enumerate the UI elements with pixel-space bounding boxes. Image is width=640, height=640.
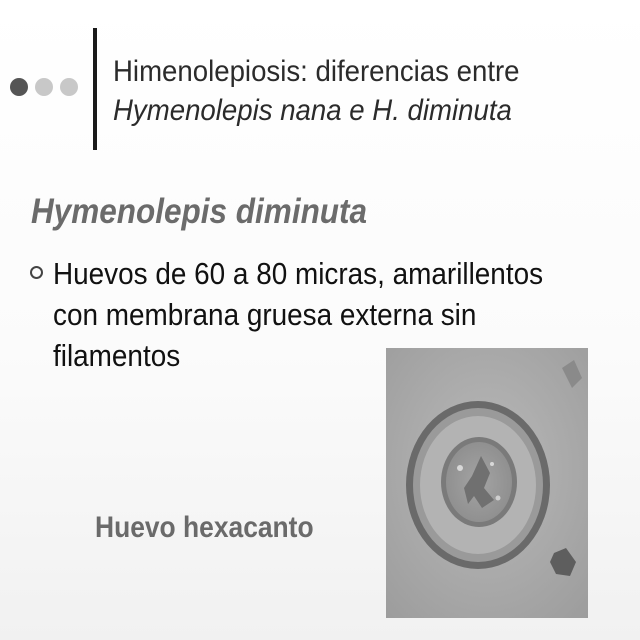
section-heading: Hymenolepis diminuta (31, 192, 368, 231)
dot-dark (10, 78, 28, 96)
bullet-circle-icon (30, 266, 43, 279)
title-line-2: Hymenolepis nana e H. diminuta (113, 94, 512, 127)
egg-micrograph-image (386, 348, 588, 618)
dot-light (60, 78, 78, 96)
slide-title: Himenolepiosis: diferencias entre Hymeno… (113, 52, 520, 130)
title-line-1: Himenolepiosis: diferencias entre (113, 55, 520, 88)
title-divider-line (93, 28, 97, 150)
decorative-dots (10, 78, 78, 96)
dot-light (35, 78, 53, 96)
figure-caption: Huevo hexacanto (95, 511, 314, 544)
bullet-text: Huevos de 60 a 80 micras, amarillentos c… (53, 256, 544, 373)
